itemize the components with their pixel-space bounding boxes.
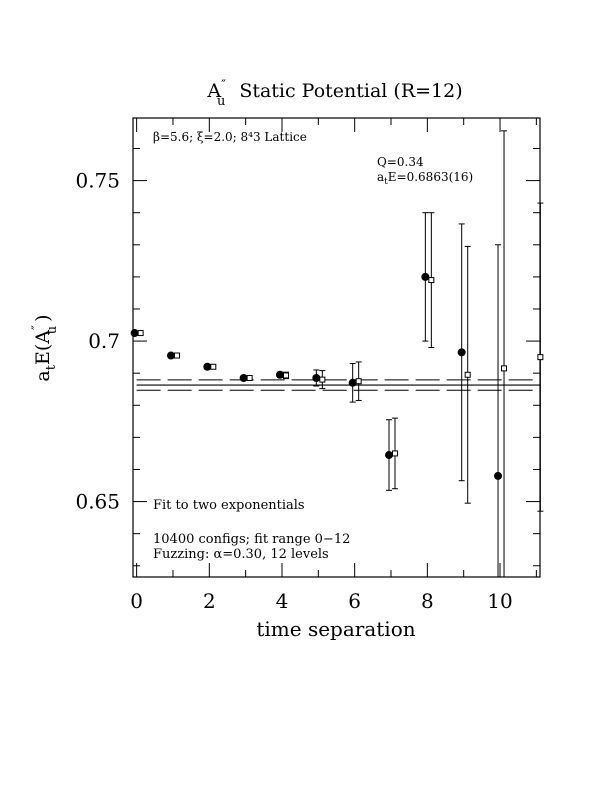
data-point-circle [275,370,284,379]
data-point-circle [385,451,394,460]
data-point-circle [312,373,321,382]
data-point-circle [130,329,139,338]
data-point-circle [348,378,357,387]
series [130,130,544,577]
data-point-square [137,330,144,337]
title-main-sub: u [217,94,225,109]
axes: 0 2 4 6 8 10 0.65 0.7 0.75 [75,118,540,613]
ylabel-pre-sub: t [44,364,59,370]
data-point-square [537,354,544,361]
annotation-energy-post: E=0.6863(16) [388,170,473,184]
data-point-square [501,365,508,372]
x-axis-label: time separation [256,617,415,641]
data-point-square [319,376,326,383]
data-point-square [282,372,289,379]
annotation-energy-pre: a [377,170,384,184]
x-tick-label: 0 [130,589,143,613]
y-tick-label: 0.7 [88,329,120,353]
data-point-circle [239,373,248,382]
data-point-circle [421,272,430,281]
ylabel-mid-sup: ″ [30,325,45,330]
annotation-energy-sub: t [384,177,388,187]
data-point-square [392,450,399,457]
ylabel-post: ) [32,314,54,321]
ylabel-pre: a [32,370,54,381]
data-point-circle [166,351,175,360]
annotation-fuzzing: Fuzzing: α=0.30, 12 levels [153,547,329,562]
x-tick-label: 8 [421,589,434,613]
title-main-sup: ″ [221,78,226,93]
annotation-params: β=5.6; ξ=2.0; 8⁴3 Lattice [153,130,307,144]
ylabel-mid-sub: u [45,326,60,334]
annotation-q: Q=0.34 [377,155,424,169]
data-point-circle [203,362,212,371]
y-tick-label: 0.65 [75,490,120,514]
data-point-square [246,374,253,381]
y-axis-label: atE(A″u) [30,314,60,381]
title-main: A [206,80,221,102]
data-point-square [464,371,471,378]
annotation-energy: atE=0.6863(16) [377,170,473,187]
title-rest: Static Potential (R=12) [239,80,462,102]
data-point-circle [494,471,503,480]
data-point-circle [457,348,466,357]
x-tick-label: 6 [348,589,361,613]
data-point-square [173,352,180,359]
x-tick-label: 4 [276,589,289,613]
chart-title: A″ u Static Potential (R=12) [206,78,462,109]
data-point-square [428,277,435,284]
y-tick-label: 0.75 [75,169,120,193]
data-point-square [355,378,362,385]
x-tick-label: 2 [203,589,216,613]
ylabel-mid: E(A [32,330,54,365]
x-tick-label: 10 [487,589,512,613]
annotation-configs: 10400 configs; fit range 0−12 [153,532,350,547]
fit-lines [136,379,540,391]
data-point-square [210,363,217,370]
annotation-fit: Fit to two exponentials [153,498,305,513]
